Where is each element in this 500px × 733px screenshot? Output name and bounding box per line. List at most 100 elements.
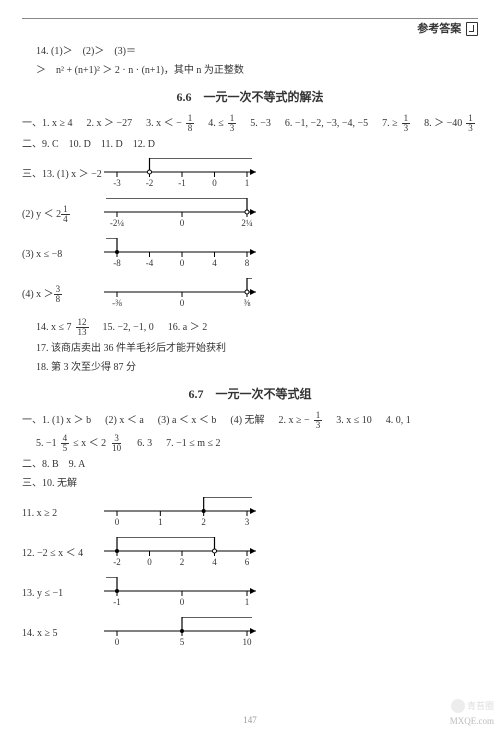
numberline-3: -8 -4 0 4 8 (102, 238, 262, 272)
txt: 8. ＞ −40 (414, 116, 462, 131)
header-label: 参考答案 (417, 23, 461, 35)
svg-text:4: 4 (212, 557, 217, 567)
frac-1-3c: 13 (466, 114, 475, 133)
txt: 一、1. x ≥ 4 (22, 116, 73, 131)
svg-text:-2: -2 (146, 178, 154, 188)
frac-1-4: 14 (61, 205, 70, 224)
svg-text:0: 0 (212, 178, 217, 188)
section-6-7-title: 6.7 一元一次不等式组 (22, 385, 478, 403)
txt: 5. −3 (240, 116, 271, 131)
svg-text:0: 0 (180, 298, 185, 308)
label: (4) x ＞38 (22, 285, 102, 304)
txt: 一、1. (1) x ＞ b (22, 413, 91, 428)
s66-13-2: (2) y ＜ 214 -2¼ 0 2¼ (22, 198, 478, 232)
section-6-6-title: 6.6 一元一次不等式的解法 (22, 88, 478, 106)
s66-14: 14. x ≤ 71213 15. −2, −1, 0 16. a ＞ 2 (36, 318, 478, 337)
s66-13-4: (4) x ＞38 -⅜ 0 ⅜ (22, 278, 478, 312)
txt: 14. x ≤ 7 (36, 320, 72, 335)
s66-line1: 一、1. x ≥ 4 2. x ＞ −27 3. x ＜ −18 4. ≤13 … (22, 114, 478, 133)
txt: 4. 0, 1 (376, 413, 411, 428)
svg-text:1: 1 (245, 178, 250, 188)
txt: (4) x ＞ (22, 289, 54, 300)
svg-text:3: 3 (245, 517, 250, 527)
frac-4-5: 45 (61, 434, 70, 453)
watermark-url: MXQE.com (450, 716, 494, 727)
svg-text:2¼: 2¼ (241, 218, 253, 228)
frac-3-10: 310 (110, 434, 123, 453)
watermark: 青苔圈 MXQE.com (450, 699, 494, 727)
label: (3) x ≤ −8 (22, 247, 102, 262)
label: 12. −2 ≤ x ＜ 4 (22, 546, 102, 561)
txt: (2) y ＜ 2 (22, 209, 61, 220)
txt: (4) 无解 (220, 413, 264, 428)
s67-12: 12. −2 ≤ x ＜ 4 -20246 (22, 537, 478, 571)
txt: 4. ≤ (198, 116, 224, 131)
txt: 3. x ＜ − (136, 116, 182, 131)
svg-text:1: 1 (158, 517, 163, 527)
frac-1-3: 13 (228, 114, 237, 133)
svg-text:0: 0 (180, 218, 185, 228)
s67-line3: 三、10. 无解 (22, 476, 478, 491)
numberline-11: 0 1 2 3 (102, 497, 262, 531)
bookmark-icon (466, 22, 478, 36)
txt: (2) x ＜ a (95, 413, 144, 428)
frac-3-8: 38 (54, 285, 63, 304)
frac-12-13: 1213 (76, 318, 89, 337)
txt: 16. a ＞ 2 (158, 320, 207, 335)
s66-13-3: (3) x ≤ −8 -8 -4 0 4 8 (22, 238, 478, 272)
numberline-14: 0510 (102, 617, 262, 651)
s67-13: 13. y ≤ −1 -101 (22, 577, 478, 611)
s66-17: 17. 该商店卖出 36 件羊毛衫后才能开始获利 (36, 341, 478, 356)
svg-text:0: 0 (180, 258, 185, 268)
svg-text:-⅜: -⅜ (112, 298, 122, 308)
txt: 5. −1 (36, 436, 57, 451)
svg-text:8: 8 (245, 258, 250, 268)
header-divider (22, 18, 478, 19)
txt: ≤ x ＜ 2 (73, 436, 106, 451)
logo-icon (451, 699, 465, 713)
txt: (3) a ＜ x ＜ b (148, 413, 217, 428)
svg-text:0: 0 (180, 597, 185, 607)
svg-text:⅜: ⅜ (244, 298, 251, 308)
svg-text:4: 4 (212, 258, 217, 268)
svg-text:-8: -8 (113, 258, 121, 268)
svg-text:-4: -4 (146, 258, 154, 268)
svg-text:-1: -1 (178, 178, 186, 188)
svg-text:0: 0 (115, 517, 120, 527)
s67-line5: 5. −1 45 ≤ x ＜ 2 310 6. 3 7. −1 ≤ m ≤ 2 (36, 434, 478, 453)
txt: 3. x ≤ 10 (326, 413, 372, 428)
watermark-logo: 青苔圈 (451, 699, 494, 713)
s67-line1: 一、1. (1) x ＞ b (2) x ＜ a (3) a ＜ x ＜ b (… (22, 411, 478, 430)
svg-text:-3: -3 (113, 178, 121, 188)
frac-1-3d: 13 (314, 411, 323, 430)
txt: 2. x ≥ − (269, 413, 310, 428)
txt: 7. −1 ≤ m ≤ 2 (156, 436, 220, 451)
svg-text:1: 1 (245, 597, 250, 607)
svg-text:-2¼: -2¼ (110, 218, 124, 228)
label: 三、13. (1) x ＞ −2 (22, 167, 102, 182)
txt: 6. 3 (127, 436, 152, 451)
txt: 2. x ＞ −27 (77, 116, 133, 131)
txt: 6. −1, −2, −3, −4, −5 (275, 116, 368, 131)
numberline-2: -2¼ 0 2¼ (102, 198, 262, 232)
svg-text:-2: -2 (113, 557, 121, 567)
numberline-13: -1 0 1 (102, 577, 262, 611)
numberline-4: -⅜ 0 ⅜ (102, 278, 262, 312)
s66-18: 18. 第 3 次至少得 87 分 (36, 360, 478, 375)
svg-text:0: 0 (115, 637, 120, 647)
s67-11: 11. x ≥ 2 0123 (22, 497, 478, 531)
label: (2) y ＜ 214 (22, 205, 102, 224)
s66-line2: 二、9. C 10. D 11. D 12. D (22, 137, 478, 152)
s67-line2: 二、8. B 9. A (22, 457, 478, 472)
svg-text:0: 0 (147, 557, 152, 567)
svg-text:6: 6 (245, 557, 250, 567)
brand: 青苔圈 (467, 701, 494, 712)
svg-text:2: 2 (201, 517, 206, 527)
svg-text:-1: -1 (113, 597, 121, 607)
numberline-1: -3 -2 -1 0 1 (102, 158, 262, 192)
s66-13-1: 三、13. (1) x ＞ −2 -3 -2 -1 0 1 (22, 158, 478, 192)
header-title: 参考答案 (22, 21, 478, 38)
frac-1-8: 18 (186, 114, 195, 133)
txt: 7. ≥ (372, 116, 398, 131)
label: 14. x ≥ 5 (22, 626, 102, 641)
